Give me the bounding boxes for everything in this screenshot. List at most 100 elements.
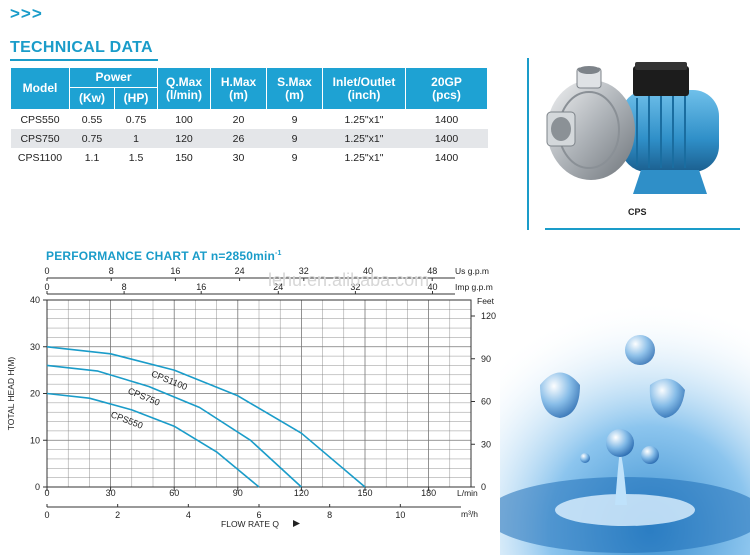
motor-body: [621, 90, 719, 172]
cell-model: CPS1100: [10, 148, 70, 167]
cell-20gp: 1400: [405, 148, 488, 167]
cell-hmax: 26: [210, 129, 267, 148]
y-tick-label: 30: [30, 342, 40, 352]
cell-20gp: 1400: [405, 109, 488, 129]
col-header-hmax: H.Max (m): [210, 67, 267, 110]
x-tick-label: 150: [357, 488, 372, 498]
product-underline: [545, 228, 740, 230]
us-gpm-unit: Us g.p.m: [455, 266, 489, 276]
plot-frame: [46, 299, 472, 488]
water-drop: [641, 446, 659, 464]
pump-base: [633, 170, 707, 194]
right-tick-label: 120: [481, 311, 496, 321]
chevrons-decoration: >>>: [10, 4, 43, 23]
y-tick-label: 10: [30, 435, 40, 445]
table-row: CPS750 0.75 1 120 26 9 1.25"x1" 1400: [10, 129, 488, 148]
title-underline: [10, 59, 158, 61]
cell-kw: 1.1: [69, 148, 115, 167]
right-tick-label: 60: [481, 397, 491, 407]
us-gpm-tick-label: 16: [170, 266, 180, 276]
cell-inlet-outlet: 1.25"x1": [322, 129, 406, 148]
x-axis-label: FLOW RATE Q: [221, 519, 279, 529]
cell-qmax: 150: [157, 148, 211, 167]
col-header-kw: (Kw): [69, 87, 115, 110]
technical-data-table: Model Power Q.Max (l/min) H.Max (m) S.Ma…: [10, 67, 488, 167]
chart-title: PERFORMANCE CHART AT n=2850min-1: [46, 249, 282, 263]
series-label-cps550: CPS550: [109, 409, 144, 430]
col-header-model: Model: [10, 67, 70, 110]
curve-cps750: [46, 364, 302, 488]
col-header-qmax: Q.Max (l/min): [157, 67, 211, 110]
pump-illustration: [546, 62, 719, 194]
y-tick-label: 0: [35, 482, 40, 492]
right-axis-unit: Feet: [477, 296, 495, 306]
right-tick-label: 30: [481, 439, 491, 449]
cell-hmax: 30: [210, 148, 267, 167]
water-drop: [606, 429, 634, 457]
imp-gpm-tick-label: 16: [196, 282, 206, 292]
col-header-inlet-outlet: Inlet/Outlet (inch): [322, 67, 406, 110]
cell-qmax: 120: [157, 129, 211, 148]
y-axis-label: TOTAL HEAD H(M): [6, 357, 16, 431]
imp-gpm-tick-label: 8: [122, 282, 127, 292]
curve-cps550: [46, 392, 260, 488]
cell-inlet-outlet: 1.25"x1": [322, 148, 406, 167]
cell-kw: 0.55: [69, 109, 115, 129]
x-tick-label: 0: [44, 488, 49, 498]
water-drop: [649, 378, 685, 418]
m3h-tick-label: 8: [327, 510, 332, 520]
cell-inlet-outlet: 1.25"x1": [322, 109, 406, 129]
x-tick-label: 90: [233, 488, 243, 498]
table-row: CPS550 0.55 0.75 100 20 9 1.25"x1" 1400: [10, 109, 488, 129]
col-header-hp: (HP): [114, 87, 158, 110]
x-tick-label: 30: [106, 488, 116, 498]
curve-cps1100: [46, 346, 366, 488]
chart-title-sup: -1: [275, 250, 282, 257]
y-tick-label: 40: [30, 295, 40, 305]
cell-smax: 9: [266, 148, 323, 167]
col-header-20gp: 20GP (pcs): [405, 67, 488, 110]
x-tick-label: 60: [169, 488, 179, 498]
us-gpm-tick-label: 0: [44, 266, 49, 276]
section-title: TECHNICAL DATA: [10, 39, 153, 56]
m3h-tick-label: 0: [44, 510, 49, 520]
right-tick-label: 90: [481, 354, 491, 364]
us-gpm-tick-label: 8: [109, 266, 114, 276]
imp-gpm-tick-label: 0: [44, 282, 49, 292]
y-tick-label: 20: [30, 389, 40, 399]
cell-smax: 9: [266, 109, 323, 129]
m3h-axis-unit: m³/h: [461, 509, 478, 519]
cell-model: CPS750: [10, 129, 70, 148]
x-tick-label: 120: [294, 488, 309, 498]
col-header-power: Power: [69, 67, 158, 88]
us-gpm-tick-label: 24: [235, 266, 245, 276]
col-header-smax: S.Max (m): [266, 67, 323, 110]
water-drop: [540, 372, 580, 418]
cell-smax: 9: [266, 129, 323, 148]
m3h-tick-label: 2: [115, 510, 120, 520]
cell-model: CPS550: [10, 109, 70, 129]
watermark-text: lehu.en.alibaba.com: [268, 270, 430, 290]
cell-kw: 0.75: [69, 129, 115, 148]
right-tick-label: 0: [481, 482, 486, 492]
m3h-tick-label: 6: [256, 510, 261, 520]
series-label-cps1100: CPS1100: [150, 369, 189, 392]
product-caption: CPS: [628, 207, 647, 217]
terminal-box: [633, 66, 689, 96]
water-drop: [580, 453, 590, 463]
m3h-tick-label: 10: [395, 510, 405, 520]
cell-hp: 0.75: [114, 109, 158, 129]
series-label-cps750: CPS750: [127, 386, 162, 408]
cell-hp: 1: [114, 129, 158, 148]
x-tick-label: 180: [421, 488, 436, 498]
chart-title-text: PERFORMANCE CHART AT n=2850min: [46, 249, 276, 263]
water-splash-image: [500, 300, 750, 555]
cell-qmax: 100: [157, 109, 211, 129]
pump-housing: [547, 80, 635, 180]
water-drop: [625, 335, 655, 365]
table-row: CPS1100 1.1 1.5 150 30 9 1.25"x1" 1400: [10, 148, 488, 167]
cell-hmax: 20: [210, 109, 267, 129]
x-axis-unit: L/min: [457, 488, 478, 498]
cell-hp: 1.5: [114, 148, 158, 167]
flow-arrow-icon: [293, 520, 300, 527]
